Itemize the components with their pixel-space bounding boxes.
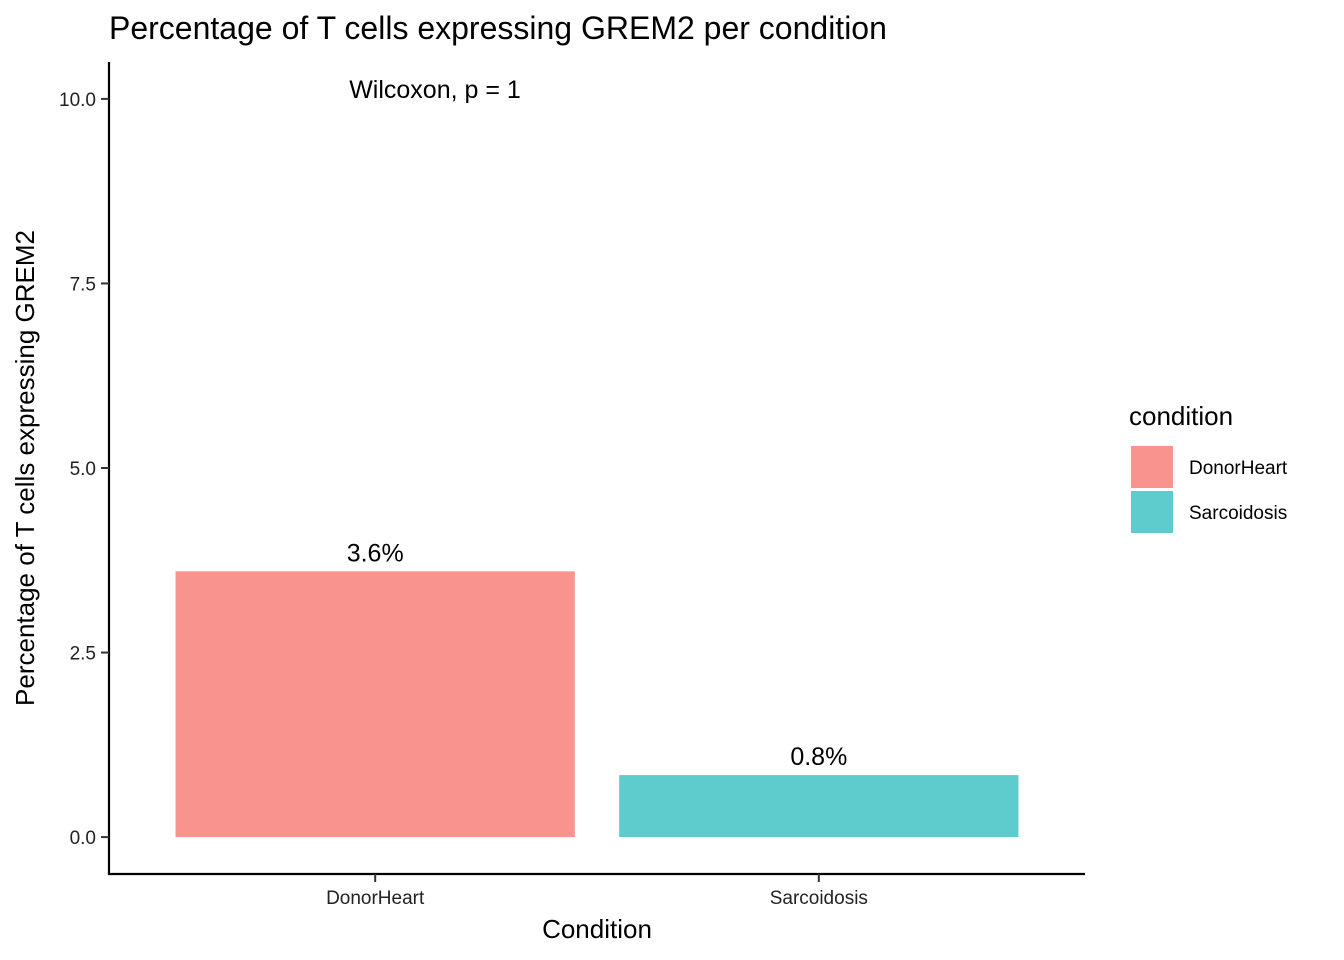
legend-key-donorheart [1131, 446, 1173, 488]
x-axis-title: Condition [542, 914, 652, 944]
plot-area: 3.6% 0.8% 0.0 2.5 5.0 7.5 10.0 DonorHeart Sarcoi… [59, 62, 1085, 909]
y-tick-label: 7.5 [70, 274, 96, 295]
legend: condition DonorHeart Sarcoidosis [1129, 401, 1288, 533]
y-tick-label: 2.5 [70, 644, 96, 665]
x-tick-label: DonorHeart [326, 888, 425, 909]
y-tick-label: 5.0 [70, 459, 96, 480]
legend-label-donorheart: DonorHeart [1189, 458, 1288, 479]
y-tick-label: 10.0 [59, 90, 96, 111]
data-label-donorheart: 3.6% [347, 539, 404, 567]
legend-key-sarcoidosis [1131, 491, 1173, 533]
x-tick-label: Sarcoidosis [770, 888, 868, 909]
chart-title: Percentage of T cells expressing GREM2 p… [109, 10, 887, 46]
bar-donorheart [175, 571, 575, 838]
y-axis-title: Percentage of T cells expressing GREM2 [10, 230, 40, 706]
data-label-sarcoidosis: 0.8% [790, 743, 847, 771]
bar-sarcoidosis [619, 775, 1019, 838]
wilcoxon-annotation: Wilcoxon, p = 1 [349, 76, 521, 104]
legend-label-sarcoidosis: Sarcoidosis [1189, 503, 1287, 524]
legend-title: condition [1129, 401, 1233, 431]
y-tick-label: 0.0 [70, 828, 96, 849]
